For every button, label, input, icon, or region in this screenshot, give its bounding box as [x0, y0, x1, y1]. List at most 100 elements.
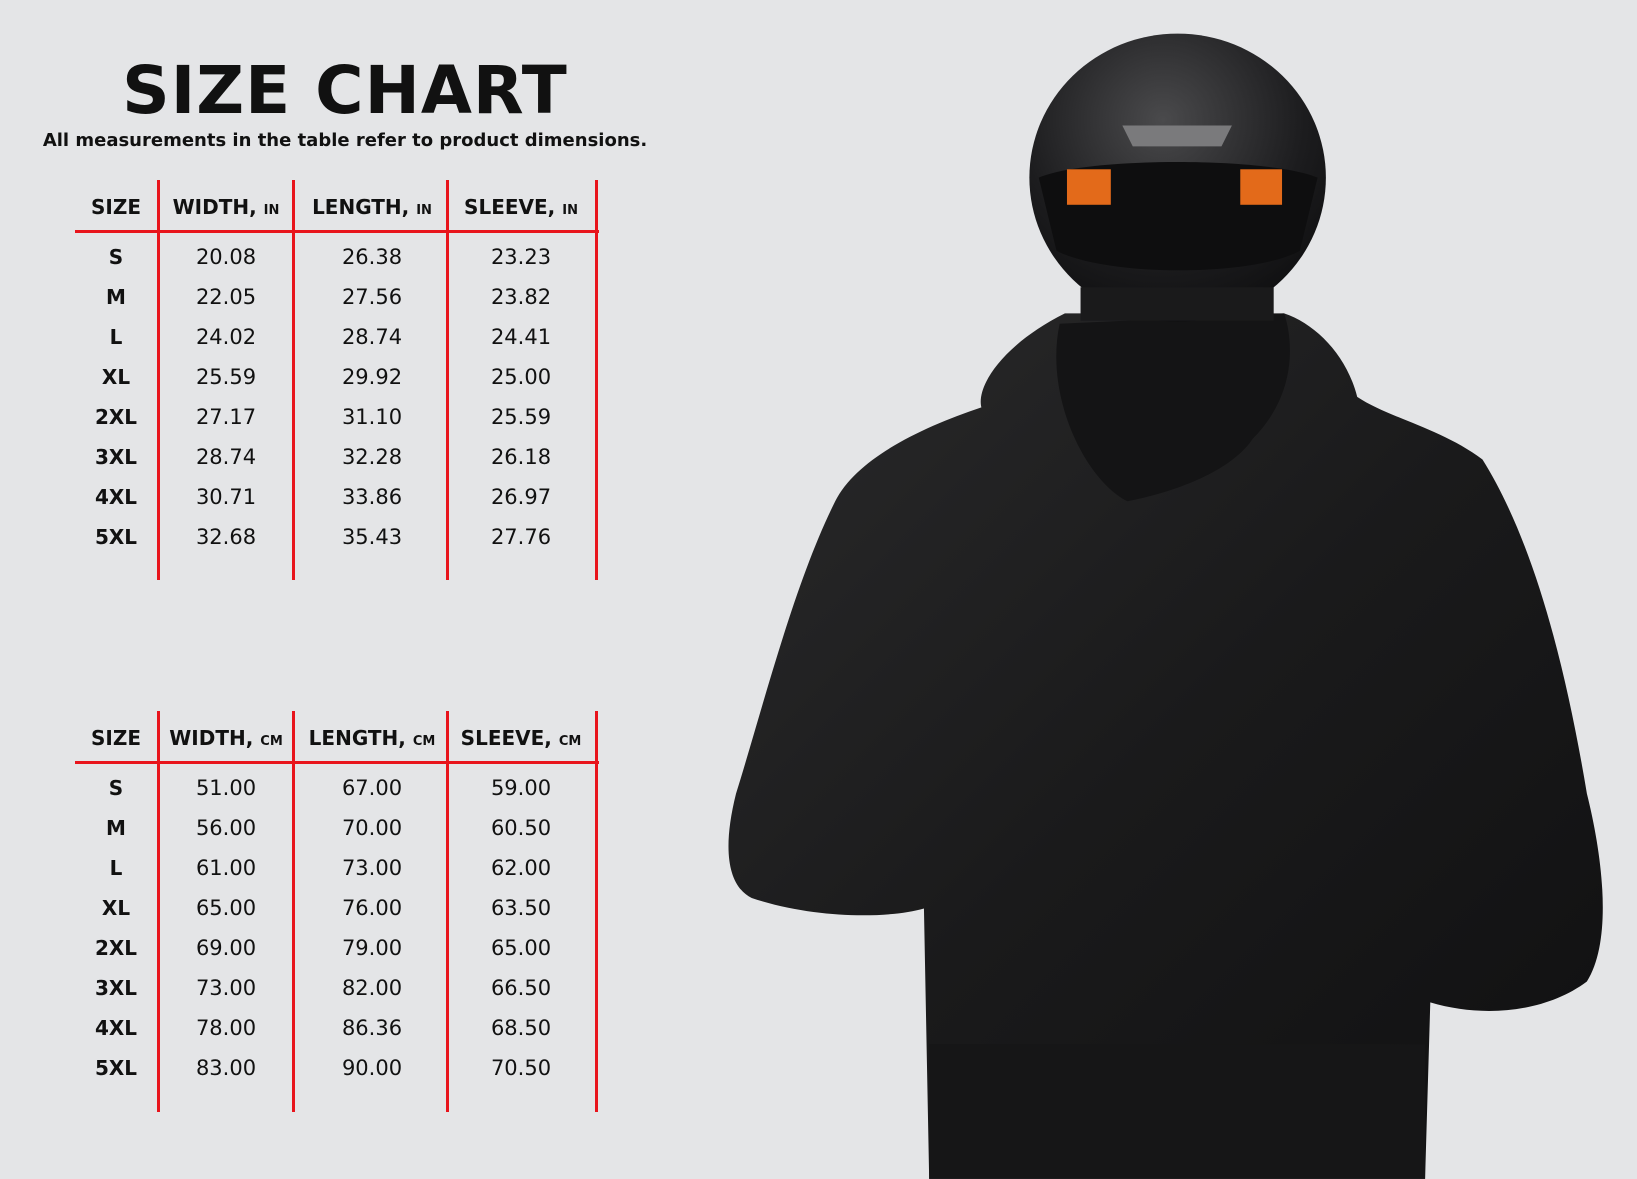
measurement-value: 70.00 [341, 816, 403, 840]
header-divider [75, 230, 599, 233]
measurement-value: 27.76 [490, 525, 552, 549]
column-divider [292, 711, 295, 1112]
header-label: WIDTH, [172, 195, 257, 219]
measurement-value: 33.86 [341, 485, 403, 509]
size-label: 2XL [94, 936, 138, 960]
size-label: XL [101, 896, 131, 920]
measurement-value: 32.28 [341, 445, 403, 469]
header-label: LENGTH, [312, 195, 410, 219]
size-label: 3XL [94, 976, 138, 1000]
size-label: S [108, 776, 124, 800]
measurement-value: 28.74 [341, 325, 403, 349]
column-header: LENGTH, CM [309, 726, 436, 750]
measurement-value: 73.00 [341, 856, 403, 880]
size-label: S [108, 245, 124, 269]
column-divider [292, 180, 295, 580]
measurement-value: 24.02 [195, 325, 257, 349]
size-label: 5XL [94, 1056, 138, 1080]
size-label: 3XL [94, 445, 138, 469]
hoodie [728, 313, 1603, 1179]
measurement-value: 28.74 [195, 445, 257, 469]
column-header: SLEEVE, IN [464, 195, 578, 219]
measurement-value: 27.17 [195, 405, 257, 429]
column-divider [157, 711, 160, 1112]
measurement-value: 86.36 [341, 1016, 403, 1040]
measurement-value: 24.41 [490, 325, 552, 349]
header-label: SLEEVE, [460, 726, 552, 750]
header-label: SIZE [90, 195, 142, 219]
size-label: 2XL [94, 405, 138, 429]
size-label: L [109, 325, 123, 349]
column-header: SIZE [91, 726, 141, 750]
page-subtitle: All measurements in the table refer to p… [42, 130, 648, 151]
measurement-value: 25.59 [195, 365, 257, 389]
measurement-value: 23.82 [490, 285, 552, 309]
measurement-value: 60.50 [490, 816, 552, 840]
size-label: XL [101, 365, 131, 389]
column-header: WIDTH, IN [173, 195, 280, 219]
size-label: 4XL [94, 1016, 138, 1040]
measurement-value: 78.00 [195, 1016, 257, 1040]
header-unit: IN [562, 203, 578, 218]
header-unit: CM [260, 734, 283, 749]
measurement-value: 59.00 [490, 776, 552, 800]
measurement-value: 35.43 [341, 525, 403, 549]
measurement-value: 83.00 [195, 1056, 257, 1080]
column-header: WIDTH, CM [169, 726, 283, 750]
header-label: SIZE [90, 726, 142, 750]
size-label: L [109, 856, 123, 880]
measurement-value: 22.05 [195, 285, 257, 309]
size-label: 5XL [94, 525, 138, 549]
header-unit: IN [263, 203, 280, 218]
header-label: WIDTH, [169, 726, 254, 750]
size-label: M [106, 816, 126, 840]
size-label: 4XL [94, 485, 138, 509]
column-divider [595, 711, 598, 1112]
helmet [1029, 33, 1326, 322]
header-divider [75, 761, 599, 764]
measurement-value: 25.00 [490, 365, 552, 389]
size-table-inches: SIZE WIDTH, IN LENGTH, IN SLEEVE, IN S 20.08 2… [75, 180, 600, 580]
measurement-value: 79.00 [341, 936, 403, 960]
measurement-value: 20.08 [195, 245, 257, 269]
header-unit: IN [416, 203, 432, 218]
measurement-value: 70.50 [490, 1056, 552, 1080]
measurement-value: 51.00 [195, 776, 257, 800]
measurement-value: 61.00 [195, 856, 257, 880]
column-header: SIZE [91, 195, 141, 219]
measurement-value: 30.71 [195, 485, 257, 509]
measurement-value: 27.56 [341, 285, 403, 309]
header-label: SLEEVE, [464, 195, 556, 219]
measurement-value: 29.92 [341, 365, 403, 389]
measurement-value: 63.50 [490, 896, 552, 920]
column-header: LENGTH, IN [312, 195, 432, 219]
header-unit: CM [412, 734, 436, 749]
column-header: SLEEVE, CM [461, 726, 582, 750]
measurement-value: 62.00 [490, 856, 552, 880]
measurement-value: 73.00 [195, 976, 257, 1000]
page-title: SIZE CHART [122, 52, 568, 129]
column-divider [446, 180, 449, 580]
measurement-value: 67.00 [341, 776, 403, 800]
measurement-value: 23.23 [490, 245, 552, 269]
measurement-value: 56.00 [195, 816, 257, 840]
measurement-value: 32.68 [195, 525, 257, 549]
measurement-value: 65.00 [490, 936, 552, 960]
size-table-centimeters: SIZE WIDTH, CM LENGTH, CM SLEEVE, CM S 51.00 6… [75, 711, 600, 1112]
header-unit: CM [558, 734, 582, 749]
column-divider [446, 711, 449, 1112]
measurement-value: 31.10 [341, 405, 403, 429]
measurement-value: 76.00 [341, 896, 403, 920]
measurement-value: 65.00 [195, 896, 257, 920]
measurement-value: 25.59 [490, 405, 552, 429]
column-divider [595, 180, 598, 580]
header-label: LENGTH, [308, 726, 406, 750]
measurement-value: 69.00 [195, 936, 257, 960]
measurement-value: 66.50 [490, 976, 552, 1000]
column-divider [157, 180, 160, 580]
measurement-value: 90.00 [341, 1056, 403, 1080]
measurement-value: 26.38 [341, 245, 403, 269]
size-label: M [106, 285, 126, 309]
measurement-value: 82.00 [341, 976, 403, 1000]
